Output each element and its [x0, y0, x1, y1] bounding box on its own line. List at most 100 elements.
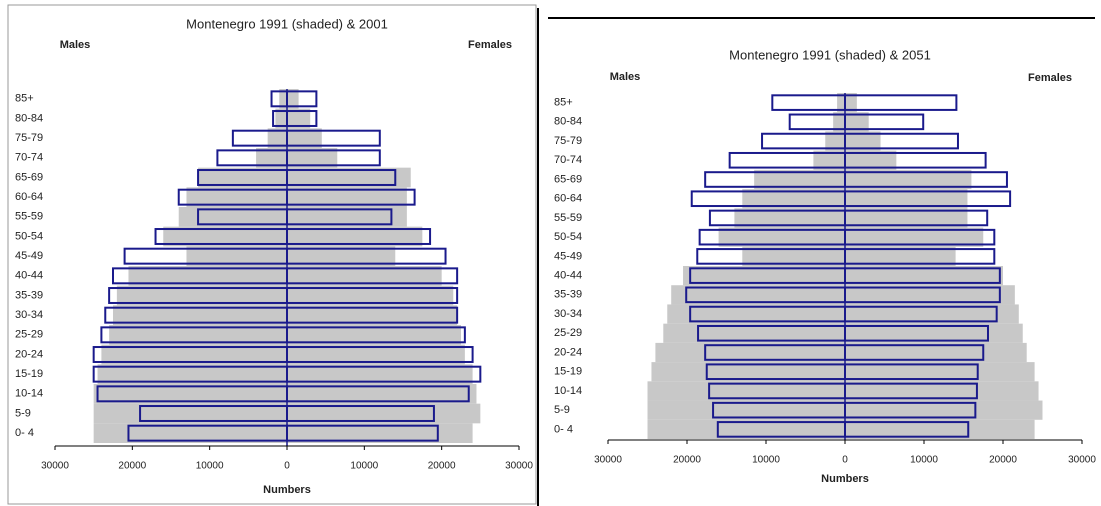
shaded-bar — [275, 108, 287, 129]
shaded-bar — [647, 381, 845, 401]
shaded-bar — [287, 305, 458, 325]
shaded-bar — [101, 344, 288, 365]
category-label: 40-44 — [554, 270, 582, 282]
category-label: 45-49 — [15, 250, 43, 262]
category-label: 5-9 — [554, 404, 570, 416]
shaded-bar — [845, 323, 1023, 343]
category-label: 5-9 — [15, 407, 31, 419]
category-label: 0- 4 — [554, 423, 573, 435]
x-tick-label: 20000 — [989, 455, 1017, 466]
shaded-bar — [845, 227, 984, 247]
shaded-bar — [845, 400, 1043, 420]
shaded-bar — [845, 112, 869, 132]
category-label: 70-74 — [554, 154, 582, 166]
shaded-bar — [655, 342, 845, 363]
x-tick-label: 20000 — [428, 461, 456, 472]
category-label: 20-24 — [554, 346, 582, 358]
shaded-bar — [287, 384, 477, 404]
outline-bar — [844, 94, 958, 111]
category-label: 65-69 — [15, 171, 43, 183]
shaded-bar — [647, 400, 845, 420]
shaded-bar — [163, 226, 287, 247]
outline-bar — [771, 94, 847, 111]
shaded-bar — [845, 93, 857, 113]
shaded-bar — [287, 207, 407, 227]
x-tick-label: 30000 — [41, 461, 69, 472]
left-label: Males — [60, 39, 91, 51]
shaded-bar — [287, 226, 423, 247]
shaded-bar — [93, 423, 288, 443]
shaded-bar — [651, 362, 845, 382]
shaded-bar — [287, 266, 442, 286]
shaded-bar — [267, 128, 287, 148]
shaded-bar — [287, 108, 311, 129]
shaded-bar — [845, 131, 881, 151]
shaded-bar — [734, 208, 845, 228]
shaded-bar — [845, 150, 897, 170]
shaded-bar — [287, 325, 461, 345]
shaded-bar — [667, 304, 845, 324]
category-label: 25-29 — [15, 329, 43, 341]
category-label: 85+ — [15, 93, 34, 105]
category-label: 15-19 — [554, 366, 582, 378]
category-label: 25-29 — [554, 327, 582, 339]
category-label: 10-14 — [554, 385, 582, 397]
shaded-bar — [845, 342, 1027, 363]
shaded-bar — [93, 384, 288, 404]
shaded-bar — [109, 325, 287, 345]
shaded-bar — [845, 419, 1035, 439]
shaded-bar — [845, 266, 1003, 286]
shaded-bar — [287, 364, 473, 384]
panel-border — [7, 4, 537, 505]
shaded-bar — [186, 187, 287, 207]
category-label: 30-34 — [554, 308, 582, 320]
shaded-bar — [287, 167, 411, 188]
shaded-bar — [837, 93, 845, 113]
x-tick-label: 20000 — [118, 461, 146, 472]
category-label: 60-64 — [15, 191, 43, 203]
right-label: Females — [468, 39, 512, 51]
shaded-bar — [97, 364, 288, 384]
category-label: 20-24 — [15, 348, 43, 360]
shaded-bar — [128, 266, 287, 286]
chart-title: Montenegro 1991 (shaded) & 2051 — [729, 47, 931, 62]
shaded-bar — [287, 423, 473, 443]
category-label: 60-64 — [554, 193, 582, 205]
shaded-bar — [287, 285, 454, 306]
shaded-bar — [754, 169, 845, 190]
x-axis-label: Numbers — [821, 473, 869, 485]
category-label: 35-39 — [15, 289, 43, 301]
shaded-bar — [287, 187, 407, 207]
x-tick-label: 20000 — [673, 455, 701, 466]
shaded-bar — [287, 403, 481, 424]
shaded-bar — [279, 89, 287, 109]
category-label: 50-54 — [15, 230, 43, 242]
category-label: 40-44 — [15, 270, 43, 282]
shaded-bar — [256, 148, 287, 168]
shaded-bar — [845, 208, 968, 228]
x-tick-label: 0 — [842, 455, 848, 466]
shaded-bar — [93, 403, 288, 424]
shaded-bar — [845, 362, 1035, 382]
category-label: 75-79 — [554, 135, 582, 147]
category-label: 10-14 — [15, 388, 43, 400]
category-label: 55-59 — [554, 212, 582, 224]
shaded-bar — [663, 323, 845, 343]
shaded-bar — [845, 189, 968, 209]
category-label: 85+ — [554, 97, 573, 109]
category-label: 70-74 — [15, 152, 43, 164]
left-label: Males — [610, 71, 641, 83]
shaded-bar — [186, 246, 287, 266]
right-label: Females — [1028, 72, 1072, 84]
x-tick-label: 10000 — [350, 461, 378, 472]
shaded-bar — [845, 169, 972, 190]
x-tick-label: 10000 — [752, 455, 780, 466]
shaded-bar — [198, 167, 287, 188]
x-tick-label: 0 — [284, 461, 290, 472]
shaded-bar — [742, 189, 845, 209]
shaded-bar — [833, 112, 845, 132]
category-label: 65-69 — [554, 173, 582, 185]
shaded-bar — [813, 150, 845, 170]
shaded-bar — [845, 246, 956, 266]
